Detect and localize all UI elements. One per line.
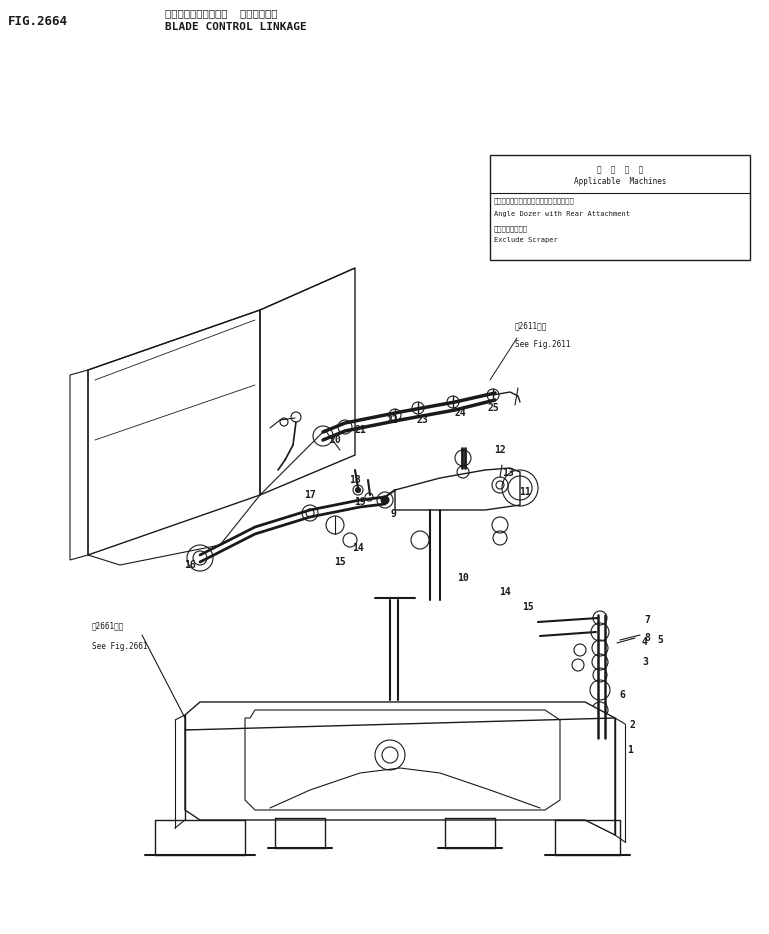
Text: 11: 11 [519, 487, 531, 497]
Polygon shape [185, 702, 615, 730]
FancyBboxPatch shape [490, 155, 750, 260]
Text: 6: 6 [619, 690, 625, 700]
Text: 16: 16 [184, 560, 196, 570]
Text: 18: 18 [349, 475, 361, 485]
Text: 22: 22 [386, 415, 398, 425]
Text: 21: 21 [355, 425, 366, 435]
Text: 24: 24 [454, 408, 466, 418]
Text: Angle Dozer with Rear Attachment: Angle Dozer with Rear Attachment [494, 211, 630, 217]
Text: 3: 3 [642, 657, 648, 667]
Text: 14: 14 [499, 587, 511, 597]
Text: See Fig.2661: See Fig.2661 [92, 642, 148, 651]
Text: 17: 17 [304, 490, 316, 500]
Text: 15: 15 [522, 602, 534, 612]
Text: 9: 9 [390, 509, 396, 519]
Polygon shape [395, 468, 520, 510]
Text: 13: 13 [502, 468, 514, 478]
Text: Exclude Scraper: Exclude Scraper [494, 237, 558, 243]
Text: 23: 23 [416, 415, 428, 425]
Text: 15: 15 [334, 557, 346, 567]
Text: 適  用  機  種: 適 用 機 種 [597, 165, 643, 174]
Text: 4: 4 [642, 637, 648, 647]
Text: 図2611参照: 図2611参照 [515, 321, 548, 330]
Text: アングルドーザ後方アタッチメント込豌車: アングルドーザ後方アタッチメント込豌車 [494, 197, 574, 204]
Text: Applicable  Machines: Applicable Machines [574, 177, 666, 186]
Circle shape [381, 496, 389, 504]
Text: 8: 8 [644, 633, 650, 643]
Text: FIG.2664: FIG.2664 [8, 15, 68, 28]
Text: 19: 19 [355, 497, 366, 507]
Text: 12: 12 [494, 445, 506, 455]
Polygon shape [185, 718, 615, 835]
Text: 20: 20 [329, 435, 341, 445]
Text: 7: 7 [644, 615, 650, 625]
Text: 1: 1 [627, 745, 633, 755]
Text: See Fig.2611: See Fig.2611 [515, 340, 571, 349]
Text: ブレードコントロール  リンケージ゙: ブレードコントロール リンケージ゙ [165, 8, 278, 18]
Text: 5: 5 [657, 635, 663, 645]
Text: スクレーパは除く: スクレーパは除く [494, 225, 528, 232]
Text: BLADE CONTROL LINKAGE: BLADE CONTROL LINKAGE [165, 22, 307, 32]
Text: 2: 2 [629, 720, 635, 730]
Text: 10: 10 [457, 573, 469, 583]
Text: 25: 25 [487, 403, 499, 413]
Text: 図2661参照: 図2661参照 [92, 621, 125, 630]
Text: 14: 14 [352, 543, 364, 553]
Circle shape [355, 488, 361, 492]
